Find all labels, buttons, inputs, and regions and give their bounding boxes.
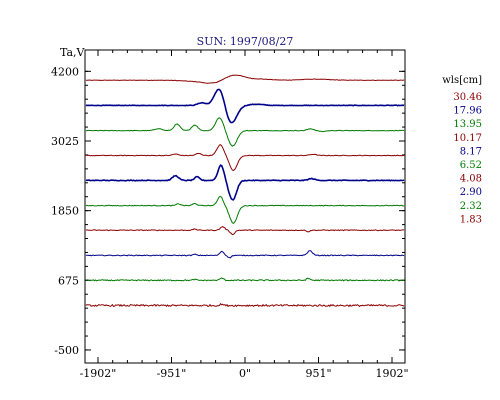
y-tick-label: 3025 [51,135,79,148]
series-line-17-96 [85,88,405,124]
series-line-1-83 [85,302,405,308]
legend-item: 17.96 [453,106,482,117]
legend: 30.46 17.96 13.95 10.17 8.17 6.52 4.08 2.90 2.32… [453,92,482,225]
series-line-2-90 [85,250,405,259]
series-line-8-17 [85,164,405,201]
x-tick-label: 1902" [375,367,408,380]
legend-item: 8.17 [460,146,482,157]
series-line-4-08 [85,226,405,236]
legend-item: 2.32 [460,201,482,212]
plot-frame [84,49,406,364]
legend-item: 4.08 [460,174,482,185]
legend-item: 1.83 [460,214,482,225]
series-line-2-32 [85,277,405,282]
x-tick-label: 951" [305,367,331,380]
y-tick-label: 4200 [51,65,79,78]
series-line-6-52 [85,196,405,225]
x-axis: -1902" -951" 0" 951" 1902" [80,50,409,380]
legend-title: wls[cm] [442,75,482,86]
x-tick-label: 0" [239,367,251,380]
series-line-10-17 [85,144,405,172]
legend-item: 30.46 [453,92,482,103]
y-tick-label: 675 [58,274,79,287]
x-tick-label: -951" [157,367,187,380]
legend-item: 10.17 [453,133,482,144]
y-tick-label: -500 [54,344,79,357]
x-tick-label: -1902" [80,367,117,380]
series-lines [85,74,405,308]
y-tick-label: 1850 [51,205,79,218]
series-line-30-46 [85,74,405,84]
chart-title: SUN: 1997/08/27 [197,35,294,48]
legend-item: 2.90 [460,187,482,198]
legend-item: 6.52 [460,160,482,171]
y-axis-label: Ta,V [60,46,86,59]
series-line-13-95 [85,117,405,147]
legend-item: 13.95 [453,119,482,130]
